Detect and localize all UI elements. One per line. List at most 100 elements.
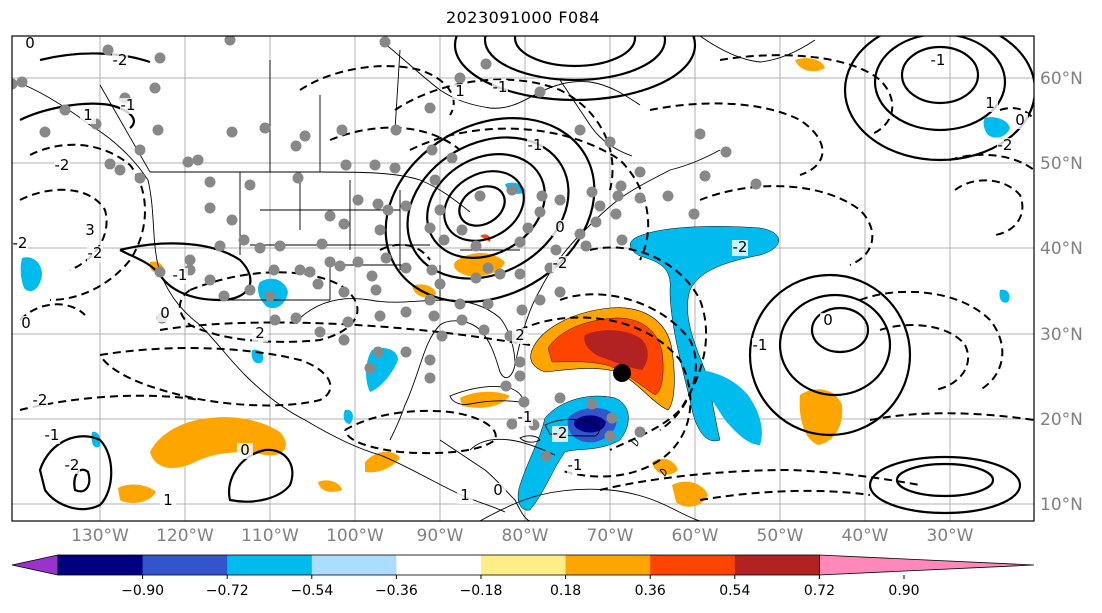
station-dot: [554, 194, 566, 206]
station-dot: [224, 36, 236, 46]
station-dot: [12, 78, 18, 90]
station-dot: [366, 270, 378, 282]
station-dot: [192, 154, 204, 166]
station-dot: [540, 450, 552, 462]
station-dot: [226, 126, 238, 138]
colorbar-tick-label: 0.72: [804, 583, 835, 599]
station-dot: [534, 86, 546, 98]
station-dot: [389, 162, 401, 174]
contour-label: -2: [33, 391, 48, 409]
station-dot: [454, 298, 466, 310]
station-dot: [586, 186, 598, 198]
station-dot: [39, 126, 51, 138]
station-dot: [16, 76, 28, 88]
colorbar: −0.90 −0.72 −0.54 −0.36 −0.18 0.18 0.36 0.54 0.7…: [11, 554, 1035, 599]
contour-label: 3: [85, 221, 95, 239]
latitude-label: 10°N: [1040, 495, 1083, 515]
station-dot: [456, 224, 468, 236]
colorbar-segment: [142, 555, 228, 575]
latitude-label: 20°N: [1040, 410, 1083, 430]
contour-label: 1: [985, 94, 995, 112]
positive-anomaly-peak: [584, 330, 648, 370]
contour-label: -2: [55, 156, 70, 174]
station-dot: [662, 190, 674, 202]
station-dot: [434, 204, 446, 216]
station-dot: [342, 316, 354, 328]
station-dot: [446, 152, 458, 164]
station-dot: [426, 144, 438, 156]
station-dot: [534, 206, 546, 218]
station-dot: [134, 144, 146, 156]
colorbar-extend-min: [11, 554, 59, 576]
contour-label: 1: [455, 82, 465, 100]
contour-label: 0: [823, 311, 833, 329]
station-dot: [720, 146, 732, 158]
colorbar-segment: [481, 555, 567, 575]
station-dot: [688, 208, 700, 220]
colorbar-tick-label: 0.90: [888, 583, 919, 599]
contour-label: -2: [88, 244, 103, 262]
map-frame: [11, 35, 1035, 522]
station-dot: [424, 354, 436, 366]
map-title: 2023091000 F084: [445, 8, 601, 27]
longitude-label: 100°W: [326, 526, 384, 546]
contour-label: 0: [160, 304, 170, 322]
longitude-label: 120°W: [156, 526, 214, 546]
station-dot: [379, 36, 391, 48]
colorbar-tick-label: −0.36: [375, 583, 418, 599]
colorbar-tick-label: −0.90: [121, 583, 164, 599]
station-dot: [429, 174, 441, 186]
station-dot: [244, 179, 256, 191]
station-dot: [456, 314, 468, 326]
contour-label: -1: [568, 456, 583, 474]
station-dot: [184, 254, 196, 266]
station-dot: [514, 236, 526, 248]
station-dot: [154, 52, 166, 64]
station-dot: [424, 294, 436, 306]
latitude-label: 40°N: [1040, 239, 1083, 259]
station-dot: [380, 252, 392, 264]
anomaly-shading: [20, 58, 1010, 511]
contour-label: -2: [733, 238, 748, 256]
colorbar-tick-label: 0.36: [635, 583, 666, 599]
station-dot: [334, 260, 346, 272]
station-dot: [474, 190, 486, 202]
colorbar-segment: [734, 555, 820, 575]
station-dot: [750, 178, 762, 190]
contour-label: -2: [113, 51, 128, 69]
station-dot: [290, 140, 302, 152]
station-dot: [480, 58, 492, 70]
longitude-label: 60°W: [672, 526, 719, 546]
longitude-label: 110°W: [241, 526, 299, 546]
contours: [19, 36, 1034, 515]
station-dot: [615, 180, 627, 192]
station-dot: [149, 82, 161, 94]
station-dots: [12, 36, 762, 462]
contour-label: -1: [121, 96, 136, 114]
station-dot: [238, 234, 250, 246]
station-dot: [506, 184, 518, 196]
station-dot: [352, 194, 364, 206]
station-dot: [340, 159, 352, 171]
contour-label: -2: [553, 424, 568, 442]
station-dot: [324, 256, 336, 268]
station-dot: [400, 200, 412, 212]
station-dot: [338, 334, 350, 346]
contour-label: 2: [255, 324, 265, 342]
station-dot: [606, 412, 618, 424]
station-dot: [514, 268, 526, 280]
station-dot: [470, 240, 482, 252]
contour-label: -1: [173, 266, 188, 284]
station-dot: [550, 244, 562, 256]
contour-label: -1: [45, 426, 60, 444]
longitude-label: 50°W: [757, 526, 804, 546]
station-dot: [114, 164, 126, 176]
station-dot: [522, 222, 534, 234]
station-dot: [374, 224, 386, 236]
station-dot: [699, 170, 711, 182]
station-dot: [134, 172, 146, 184]
station-dot: [182, 156, 194, 168]
station-dot: [436, 330, 448, 342]
station-dot: [514, 370, 526, 382]
station-dot: [424, 102, 436, 114]
